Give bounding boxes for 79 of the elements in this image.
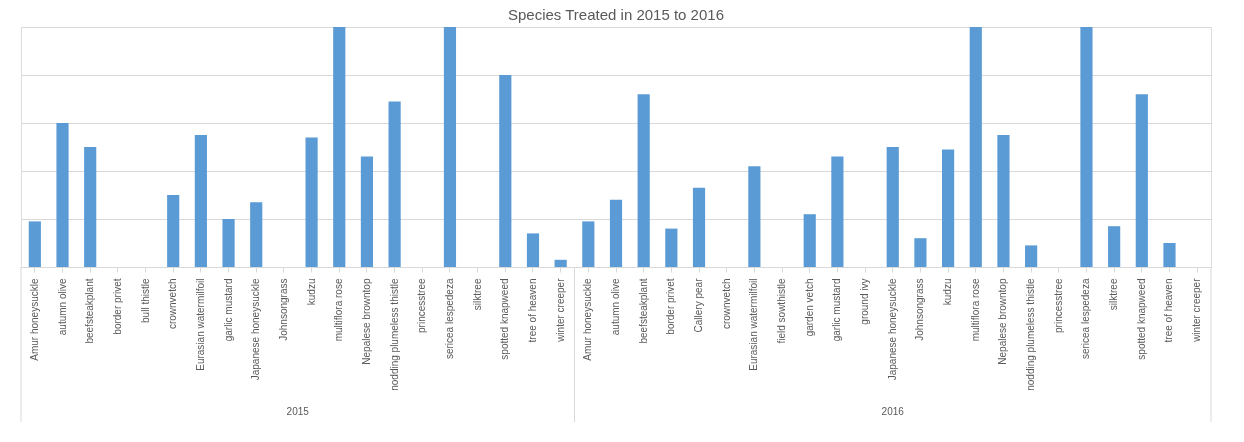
bar <box>665 228 678 267</box>
x-tick-label: Callery pear <box>693 277 705 333</box>
x-tick-label: nodding plumeless thistle <box>1025 278 1037 391</box>
x-tick-label: tree of heaven <box>1163 278 1175 343</box>
x-tick-label: winter creeper <box>1191 277 1203 343</box>
x-tick-label: crownvetch <box>167 278 179 330</box>
bar <box>997 135 1010 267</box>
x-tick-label: Amur honeysuckle <box>28 278 40 361</box>
x-tick-label: Johnsongrass <box>914 278 926 341</box>
x-tick-label: Eurasian watermilfoil <box>194 278 206 371</box>
x-tick-label: silktree <box>471 278 483 311</box>
bar <box>526 233 540 267</box>
bar <box>554 259 567 267</box>
x-tick-label: Japanese honeysuckle <box>250 278 262 381</box>
bar <box>305 137 318 267</box>
x-tick-label: beefsteakplant <box>637 278 649 344</box>
x-tick-label: field sowthistle <box>776 278 788 344</box>
x-tick-label: winter creeper <box>554 277 566 343</box>
x-tick-label: Nepalese browntop <box>360 278 372 365</box>
x-tick-label: sericea lespedeza <box>1080 278 1092 360</box>
bar <box>609 199 623 267</box>
bar <box>942 149 955 267</box>
x-tick-label: garlic mustard <box>222 278 234 342</box>
bar <box>360 156 374 267</box>
bar <box>499 75 512 267</box>
bar <box>1025 245 1038 267</box>
x-tick-label: Eurasian watermilfoil <box>748 278 760 371</box>
x-tick-label: multiflora rose <box>333 278 345 342</box>
bar <box>969 27 982 267</box>
x-tick-label: princesstree <box>416 278 428 333</box>
chart-title: Species Treated in 2015 to 2016 <box>508 6 724 23</box>
bar <box>388 101 401 267</box>
x-tick-label: ground ivy <box>859 278 871 325</box>
x-tick-label: kudzu <box>942 278 954 306</box>
bar <box>1163 243 1176 267</box>
x-tick-label: Amur honeysuckle <box>582 278 594 361</box>
x-tick-label: garlic mustard <box>831 278 843 342</box>
text: 2016 <box>881 406 905 417</box>
x-tick-label: garden vetch <box>803 278 815 337</box>
bar <box>194 135 207 267</box>
bar <box>831 156 844 267</box>
x-tick-label: border privet <box>665 278 677 335</box>
bar <box>748 166 761 267</box>
bar <box>1135 94 1148 267</box>
x-tick-label: nodding plumeless thistle <box>388 278 400 391</box>
x-tick-label: princesstree <box>1052 278 1064 333</box>
bar <box>250 202 263 267</box>
x-tick-label: kudzu <box>305 278 317 306</box>
bar <box>222 219 235 267</box>
x-tick-label: Japanese honeysuckle <box>886 278 898 381</box>
bar <box>56 123 69 267</box>
x-tick-label: spotted knapweed <box>1135 278 1147 360</box>
x-tick-label: autumn olive <box>56 278 68 336</box>
x-tick-label: crownvetch <box>720 278 732 330</box>
x-tick-label: Nepalese browntop <box>997 278 1009 365</box>
x-tick-label: sericea lespedeza <box>443 278 455 360</box>
bar <box>1108 226 1121 267</box>
bar <box>803 214 816 267</box>
x-tick-label: tree of heaven <box>526 278 538 343</box>
x-tick-label: beefsteakplant <box>84 278 96 344</box>
bar <box>637 94 650 267</box>
bar <box>914 238 927 267</box>
x-tick-label: Johnsongrass <box>277 278 289 341</box>
bar <box>1080 27 1093 267</box>
x-tick-label: spotted knapweed <box>499 278 511 360</box>
bar <box>333 27 346 267</box>
x-tick-label: silktree <box>1108 278 1120 311</box>
bar <box>28 221 41 267</box>
bar <box>443 27 457 267</box>
bar <box>582 221 595 267</box>
x-tick-label: autumn olive <box>610 278 621 336</box>
bar <box>886 147 899 267</box>
text: 2015 <box>286 406 310 417</box>
x-tick-label: border privet <box>111 278 123 335</box>
bar <box>84 147 97 267</box>
bar <box>692 187 706 267</box>
x-tick-label: multiflora rose <box>969 278 981 342</box>
bar <box>167 195 180 267</box>
x-tick-label: bull thistle <box>139 278 151 323</box>
